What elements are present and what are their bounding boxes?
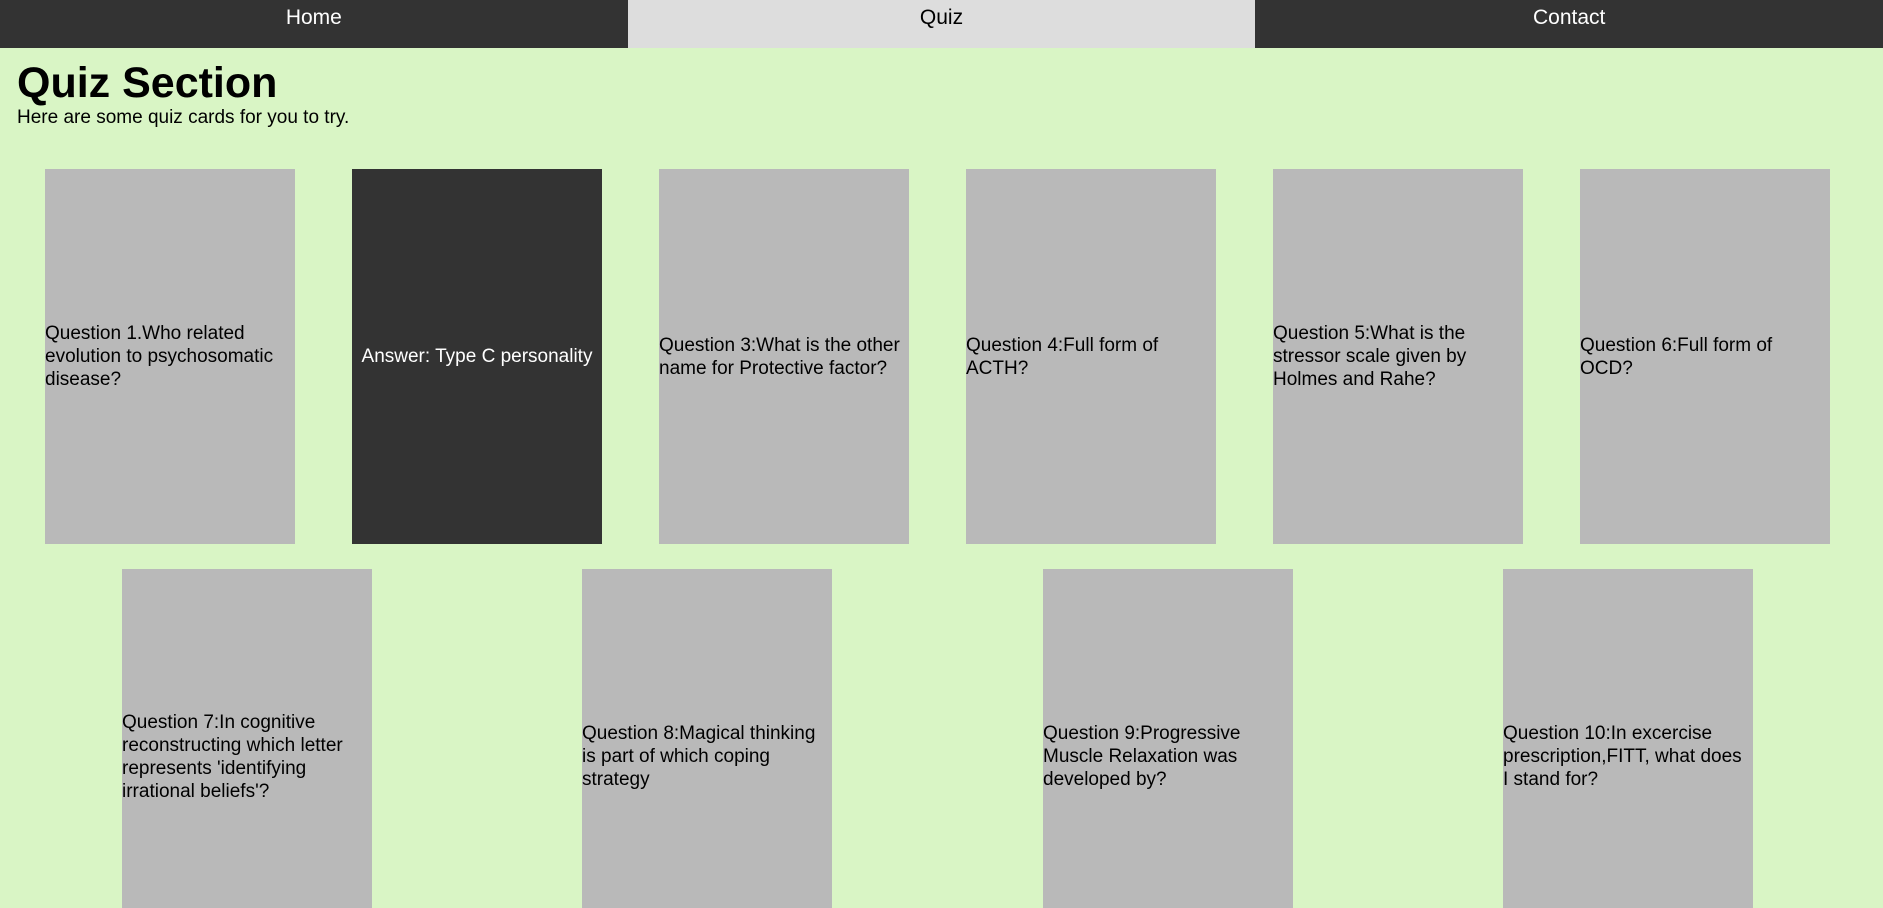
quiz-card-text: Answer: Type C personality	[361, 346, 593, 367]
quiz-card-1[interactable]: Question 1.Who related evolution to psyc…	[45, 169, 295, 544]
page-title: Quiz Section	[17, 59, 278, 107]
quiz-card-3[interactable]: Question 3:What is the other name for Pr…	[659, 169, 909, 544]
nav-contact-label: Contact	[1532, 6, 1606, 29]
quiz-card-5[interactable]: Question 5:What is the stressor scale gi…	[1273, 169, 1523, 544]
quiz-card-4[interactable]: Question 4:Full form of ACTH?	[966, 169, 1216, 544]
quiz-card-8[interactable]: Question 8:Magical thinking is part of w…	[582, 569, 832, 908]
quiz-card-6[interactable]: Question 6:Full form of OCD?	[1580, 169, 1830, 544]
page-header: Quiz Section Here are some quiz cards fo…	[0, 48, 1883, 129]
nav-home[interactable]: Home	[0, 0, 628, 48]
quiz-card-2[interactable]: Answer: Type C personality	[352, 169, 602, 544]
quiz-card-text: Question 8:Magical thinking is part of w…	[582, 723, 816, 790]
quiz-card-10[interactable]: Question 10:In excercise prescription,FI…	[1503, 569, 1753, 908]
quiz-card-text: Question 10:In excercise prescription,FI…	[1503, 723, 1742, 790]
top-nav: Home Quiz Contact	[0, 0, 1883, 48]
quiz-card-text: Question 6:Full form of OCD?	[1580, 334, 1773, 379]
quiz-card-text: Question 5:What is the stressor scale gi…	[1273, 323, 1467, 390]
nav-home-label: Home	[285, 6, 342, 29]
quiz-card-9[interactable]: Question 9:Progressive Muscle Relaxation…	[1043, 569, 1293, 908]
quiz-card-text: Question 9:Progressive Muscle Relaxation…	[1043, 723, 1241, 790]
quiz-card-text: Question 1.Who related evolution to psyc…	[45, 323, 274, 390]
quiz-card-text: Question 4:Full form of ACTH?	[966, 334, 1159, 379]
quiz-card-7[interactable]: Question 7:In cognitive reconstructing w…	[122, 569, 372, 908]
quiz-card-text: Question 7:In cognitive reconstructing w…	[122, 711, 343, 802]
nav-contact[interactable]: Contact	[1255, 0, 1883, 48]
nav-quiz-label: Quiz	[919, 6, 964, 29]
quiz-card-text: Question 3:What is the other name for Pr…	[659, 334, 900, 379]
page-subtitle: Here are some quiz cards for you to try.	[17, 107, 350, 128]
nav-quiz[interactable]: Quiz	[627, 0, 1256, 48]
